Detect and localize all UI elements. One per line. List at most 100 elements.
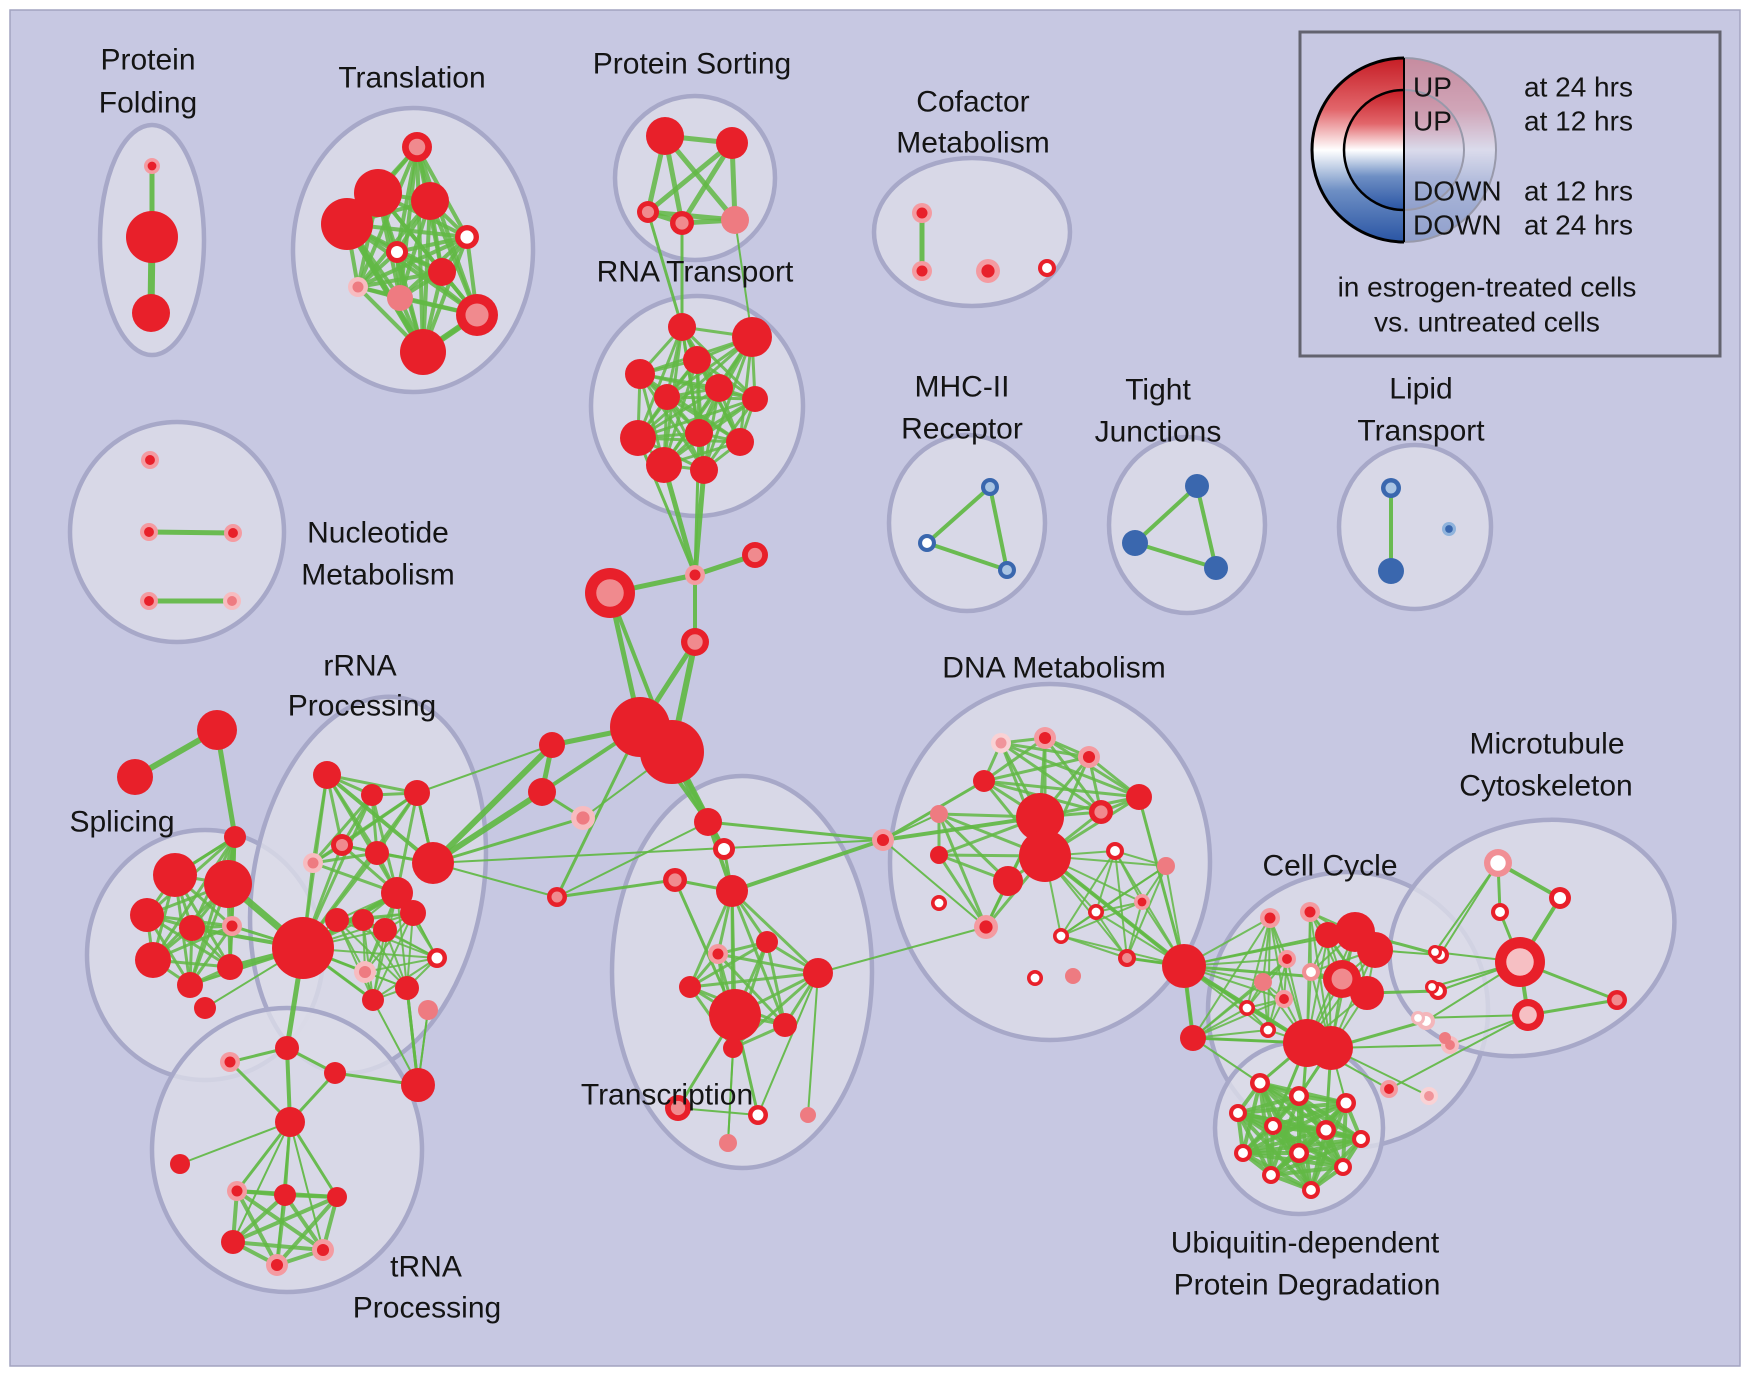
gene-node-core <box>689 569 701 581</box>
gene-node-core <box>670 1100 686 1116</box>
gene-node-core <box>1282 954 1292 964</box>
gene-node <box>130 898 164 932</box>
gene-node <box>400 900 426 926</box>
edge <box>432 862 558 898</box>
gene-node <box>694 808 722 836</box>
gene-node <box>412 842 454 884</box>
gene-node-core <box>1356 1134 1366 1144</box>
gene-node <box>194 997 216 1019</box>
cluster-tight-junctions-bubble <box>1106 434 1268 616</box>
gene-node <box>177 972 203 998</box>
gene-node-core <box>227 596 237 606</box>
edge <box>432 839 884 864</box>
edge <box>1133 484 1199 545</box>
gene-node-core <box>352 281 364 293</box>
edge <box>1192 917 1271 1039</box>
gene-node-core <box>1263 1025 1273 1035</box>
edge <box>636 335 754 440</box>
gene-node <box>539 732 565 758</box>
gene-node <box>365 841 389 865</box>
gene-node-core <box>1238 1148 1248 1158</box>
cluster-protein-folding-label: Protein <box>100 44 195 77</box>
edge <box>693 431 701 577</box>
cluster-splicing-label: Splicing <box>69 806 174 839</box>
gene-node-core <box>712 948 724 960</box>
gene-node-core <box>335 838 349 852</box>
gene-node <box>418 1000 438 1020</box>
gene-node <box>217 954 243 980</box>
edge <box>356 270 444 289</box>
gene-node-core <box>687 634 703 650</box>
edge <box>882 839 987 928</box>
gene-node <box>313 761 341 789</box>
gene-node <box>690 456 718 484</box>
legend-caption: vs. untreated cells <box>1374 307 1600 338</box>
edge <box>646 210 684 329</box>
edge <box>680 325 757 401</box>
gene-node-core <box>307 857 319 869</box>
gene-node <box>221 1230 245 1254</box>
gene-node <box>640 720 704 784</box>
gene-node <box>381 877 413 909</box>
gene-node <box>930 846 948 864</box>
gene-node <box>224 826 246 848</box>
cluster-mhc-ii-receptor-bubble <box>886 432 1048 614</box>
gene-node <box>1180 1025 1206 1051</box>
cluster-protein-sorting-label: Protein Sorting <box>593 48 791 81</box>
edge <box>757 972 819 1116</box>
gene-node <box>685 419 713 447</box>
gene-node-core <box>1091 907 1101 917</box>
legend-caption: in estrogen-treated cells <box>1338 272 1637 303</box>
gene-node <box>204 860 252 908</box>
legend-row-time: at 24 hrs <box>1524 210 1633 241</box>
edge <box>925 485 992 545</box>
gene-node-core <box>747 547 763 563</box>
gene-node-core <box>916 207 928 219</box>
edge <box>730 889 820 975</box>
gene-node <box>1126 784 1152 810</box>
gene-node <box>373 918 397 942</box>
edge <box>730 838 885 893</box>
cluster-lipid-transport-label: Lipid <box>1389 373 1452 406</box>
label-layer: Protein Folding Translation Protein Sorting… <box>69 44 1632 1325</box>
edge <box>415 145 425 354</box>
gene-node <box>803 958 833 988</box>
edge <box>325 773 399 895</box>
gene-node-core <box>1445 525 1453 533</box>
gene-node <box>1439 1032 1451 1044</box>
edge <box>677 1107 759 1116</box>
gene-node-core <box>1320 1124 1332 1136</box>
gene-node-core <box>145 455 155 465</box>
edge <box>336 919 408 989</box>
edge <box>982 736 1047 783</box>
gene-node-core <box>1242 1003 1252 1013</box>
gene-node <box>930 805 948 823</box>
edge <box>235 1189 279 1267</box>
gene-node <box>625 359 655 389</box>
edge <box>430 789 545 866</box>
edge <box>1060 850 1116 937</box>
gene-node <box>352 909 374 931</box>
gene-node-core <box>1331 968 1353 990</box>
gene-node-core <box>270 1258 284 1272</box>
gene-node-core <box>1293 1147 1305 1159</box>
cluster-protein-folding-label: Folding <box>99 87 197 120</box>
edge <box>661 462 698 578</box>
gene-node-core <box>358 965 372 979</box>
edge <box>1043 854 1186 968</box>
gene-node <box>400 329 446 375</box>
gene-node <box>1019 830 1071 882</box>
edge <box>372 912 414 1001</box>
edge <box>325 773 435 865</box>
edge <box>1095 911 1128 959</box>
edge <box>636 325 684 440</box>
gene-node <box>361 784 383 806</box>
edge <box>1241 1128 1328 1155</box>
cluster-protein-sorting-bubble <box>612 93 778 263</box>
gene-node-core <box>1030 973 1040 983</box>
gene-node-core <box>641 205 655 219</box>
legend-inner-circle <box>1342 88 1404 212</box>
edge <box>555 878 677 899</box>
gene-node <box>325 908 349 932</box>
